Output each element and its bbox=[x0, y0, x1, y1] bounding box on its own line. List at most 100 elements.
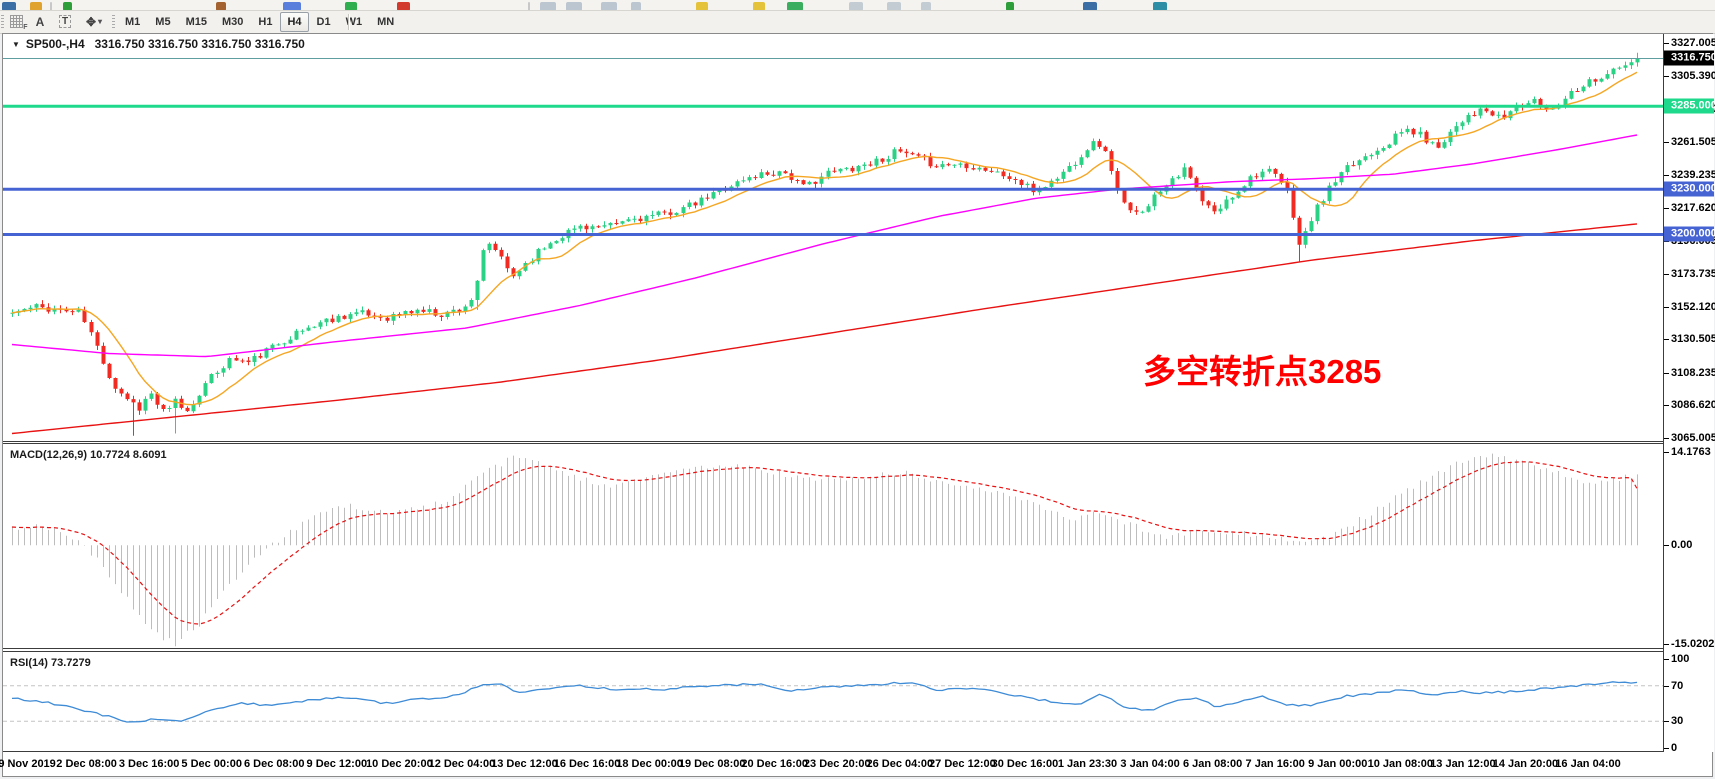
chart-title: ▼ SP500-,H4 3316.750 3316.750 3316.750 3… bbox=[12, 37, 305, 51]
time-axis-label: 29 Nov 2019 bbox=[0, 758, 56, 770]
timeframe-button-m5[interactable]: M5 bbox=[155, 16, 171, 28]
price-tick-label: 3152.120 bbox=[1664, 301, 1715, 313]
symbol-period-label: SP500-,H4 bbox=[25, 37, 85, 51]
separator[interactable] bbox=[50, 2, 52, 10]
timeframe-button-m1[interactable]: M1 bbox=[125, 16, 141, 28]
letter-t-icon: T bbox=[58, 15, 72, 28]
move-cursor-icon: ✥ bbox=[85, 14, 97, 29]
timeframe-button-h4[interactable]: H4 bbox=[280, 12, 309, 32]
price-tick-label: 3130.505 bbox=[1664, 333, 1715, 345]
timeframe-button-m15[interactable]: M15 bbox=[185, 16, 207, 28]
cursor-yellow-icon[interactable] bbox=[696, 2, 708, 10]
price-axis[interactable]: 3327.0053305.3903283.1203261.5053239.235… bbox=[1663, 34, 1715, 754]
ma-fast-line bbox=[11, 71, 1638, 406]
time-axis-label: 3 Jan 04:00 bbox=[1120, 758, 1180, 770]
chart-green-icon[interactable] bbox=[787, 2, 803, 10]
timeframe-button-m30[interactable]: M30 bbox=[221, 16, 244, 28]
gray-btn-icon[interactable] bbox=[631, 2, 641, 10]
hline-3285-badge: 3285.000 bbox=[1664, 98, 1715, 114]
toolbar-drag-handle[interactable] bbox=[112, 15, 115, 29]
rsi-label: RSI(14) 73.7279 bbox=[10, 657, 91, 669]
quick-nav-button[interactable]: F bbox=[6, 12, 28, 31]
price-tick-label: 3239.235 bbox=[1664, 169, 1715, 181]
ohlc-quotes: 3316.750 3316.750 3316.750 3316.750 bbox=[94, 37, 305, 51]
teal-icon[interactable] bbox=[1153, 2, 1167, 10]
text-annotation-button[interactable]: A bbox=[31, 12, 49, 31]
globe-blue-icon[interactable] bbox=[1083, 2, 1097, 10]
gray-btn-icon[interactable] bbox=[849, 2, 863, 10]
macd-histogram bbox=[12, 453, 1638, 647]
timeframe-button-w1[interactable]: W1 bbox=[345, 16, 363, 28]
toolbar-separator bbox=[348, 14, 349, 30]
time-axis-label: 16 Dec 16:00 bbox=[553, 758, 621, 770]
macd-values: 10.7724 8.6091 bbox=[90, 449, 167, 461]
rsi-line bbox=[11, 681, 1638, 723]
rsi-indicator-pane[interactable] bbox=[3, 652, 1711, 752]
time-axis-label: 2 Dec 08:00 bbox=[56, 758, 117, 770]
toolbar-drag-handle[interactable] bbox=[1, 15, 4, 29]
time-axis-label: 10 Dec 20:00 bbox=[366, 758, 433, 770]
stop-red-icon[interactable] bbox=[397, 2, 410, 10]
price-tick-label: 3217.620 bbox=[1664, 202, 1715, 214]
window-blue-icon[interactable] bbox=[283, 2, 301, 10]
timeframe-button-mn[interactable]: MN bbox=[377, 16, 395, 28]
time-axis-label: 16 Jan 04:00 bbox=[1555, 758, 1621, 770]
chart-annotation-text[interactable]: 多空转折点3285 bbox=[1143, 353, 1381, 390]
time-axis-label: 9 Jan 00:00 bbox=[1308, 758, 1368, 770]
price-tick-label: 3261.505 bbox=[1664, 136, 1715, 148]
price-tick-label: 3108.235 bbox=[1664, 367, 1715, 379]
macd-indicator-pane[interactable] bbox=[3, 444, 1711, 649]
price-tick-label: 3173.735 bbox=[1664, 268, 1715, 280]
timeframe-button-h1[interactable]: H1 bbox=[258, 16, 273, 28]
price-chart-canvas: 多空转折点3285 bbox=[3, 52, 1663, 436]
chevron-down-icon: ▾ bbox=[98, 17, 103, 26]
main-toolbar-clipped bbox=[0, 0, 1715, 11]
time-axis-label: 5 Dec 00:00 bbox=[181, 758, 242, 770]
timeframe-button-d1[interactable]: D1 bbox=[316, 16, 331, 28]
rsi-axis-label: 70 bbox=[1664, 680, 1683, 692]
arrow-green-icon[interactable] bbox=[345, 2, 357, 10]
gray-btn-icon[interactable] bbox=[887, 2, 901, 10]
price-tick-label: 3065.005 bbox=[1664, 432, 1715, 444]
time-axis-label: 6 Dec 08:00 bbox=[243, 758, 305, 770]
macd-label: MACD(12,26,9) 10.7724 8.6091 bbox=[10, 449, 167, 461]
pane-separator[interactable] bbox=[3, 443, 1711, 444]
rsi-canvas bbox=[3, 681, 1663, 723]
time-axis-label: 27 Dec 12:00 bbox=[929, 758, 996, 770]
hline-3230-badge: 3230.000 bbox=[1664, 181, 1715, 197]
time-axis-label: 7 Jan 16:00 bbox=[1245, 758, 1305, 770]
time-axis-label: 12 Dec 04:00 bbox=[428, 758, 496, 770]
ma-slow-line bbox=[11, 223, 1638, 435]
gray-btn-icon[interactable] bbox=[540, 2, 556, 10]
time-axis-label: 13 Dec 12:00 bbox=[491, 758, 558, 770]
timeframe-button-group: M1 M5 M15 M30 H1 H4 D1 W1 MN bbox=[118, 12, 402, 32]
plus-green-icon[interactable] bbox=[63, 2, 72, 10]
gray-btn-icon[interactable] bbox=[921, 2, 931, 10]
macd-signal-line bbox=[11, 461, 1638, 625]
letter-a-icon: A bbox=[35, 14, 45, 29]
time-axis-label: 3 Dec 16:00 bbox=[118, 758, 180, 770]
collapse-triangle-icon[interactable]: ▼ bbox=[12, 39, 20, 49]
gray-btn-icon[interactable] bbox=[601, 2, 617, 10]
separator[interactable] bbox=[528, 2, 530, 10]
chart-window-icon[interactable] bbox=[2, 2, 16, 10]
pencil-icon[interactable] bbox=[30, 2, 42, 10]
price-tick-label: 3305.390 bbox=[1664, 70, 1715, 82]
time-axis-label: 9 Dec 12:00 bbox=[306, 758, 368, 770]
dot-orange-icon[interactable] bbox=[216, 2, 226, 10]
cursor-yellow-icon[interactable] bbox=[753, 2, 765, 10]
pane-separator[interactable] bbox=[3, 651, 1711, 652]
cursor-move-button[interactable]: ✥ ▾ bbox=[80, 12, 108, 31]
time-axis-label: 13 Jan 12:00 bbox=[1430, 758, 1496, 770]
gray-btn-icon[interactable] bbox=[566, 2, 582, 10]
time-axis-label: 30 Dec 16:00 bbox=[991, 758, 1059, 770]
rsi-axis-label: 0 bbox=[1664, 742, 1677, 754]
bar-green-icon[interactable] bbox=[1006, 2, 1014, 10]
time-axis-label: 20 Dec 16:00 bbox=[741, 758, 809, 770]
text-label-button[interactable]: T bbox=[54, 12, 76, 31]
current-price-badge: 3316.750 bbox=[1664, 50, 1715, 66]
chart-toolbar: F A T ✥ ▾ M1 M5 M15 M30 H1 H4 D1 W1 MN bbox=[0, 11, 1715, 34]
price-chart-pane[interactable]: 多空转折点3285 bbox=[3, 34, 1711, 442]
time-axis-label: 1 Jan 23:30 bbox=[1057, 758, 1118, 770]
